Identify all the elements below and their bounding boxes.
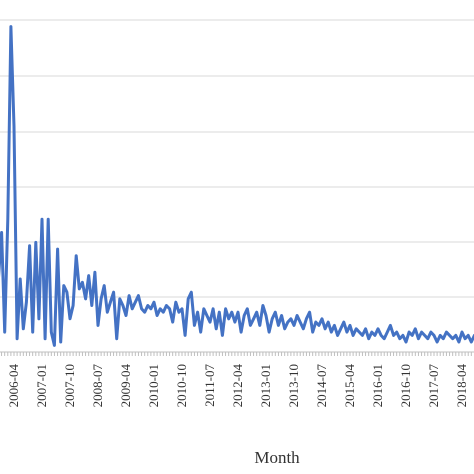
x-tick-label: 2010-10 xyxy=(174,364,189,407)
gridlines xyxy=(0,19,474,298)
x-tick-label: 2013-01 xyxy=(258,364,273,407)
x-tick-label: 2017-07 xyxy=(426,364,441,408)
x-tick-label: 2009-04 xyxy=(118,364,133,408)
x-tick-label: 2012-04 xyxy=(230,364,245,408)
x-tick-label: 2011-07 xyxy=(202,364,217,407)
x-tick-label: 2010-01 xyxy=(146,364,161,407)
x-tick-label: 2007-10 xyxy=(62,364,77,407)
x-tick-label: 2014-07 xyxy=(314,364,329,408)
x-tick-label: 2016-10 xyxy=(398,364,413,407)
x-tick-label: 2007-01 xyxy=(34,364,49,407)
x-tick-label: 2018-04 xyxy=(454,364,469,408)
series-line xyxy=(0,25,474,347)
x-tick-label: 2016-01 xyxy=(370,364,385,407)
x-axis-ticks xyxy=(1,352,472,356)
x-axis-title: Month xyxy=(254,448,300,467)
x-tick-label: 2008-07 xyxy=(90,364,105,408)
x-tick-label: 2006-04 xyxy=(6,364,21,408)
x-tick-labels: 2006-04 2007-01 2007-10 2008-07 2009-04 2010-… xyxy=(6,364,469,408)
x-tick-label: 2013-10 xyxy=(286,364,301,407)
x-tick-label: 2015-04 xyxy=(342,364,357,408)
